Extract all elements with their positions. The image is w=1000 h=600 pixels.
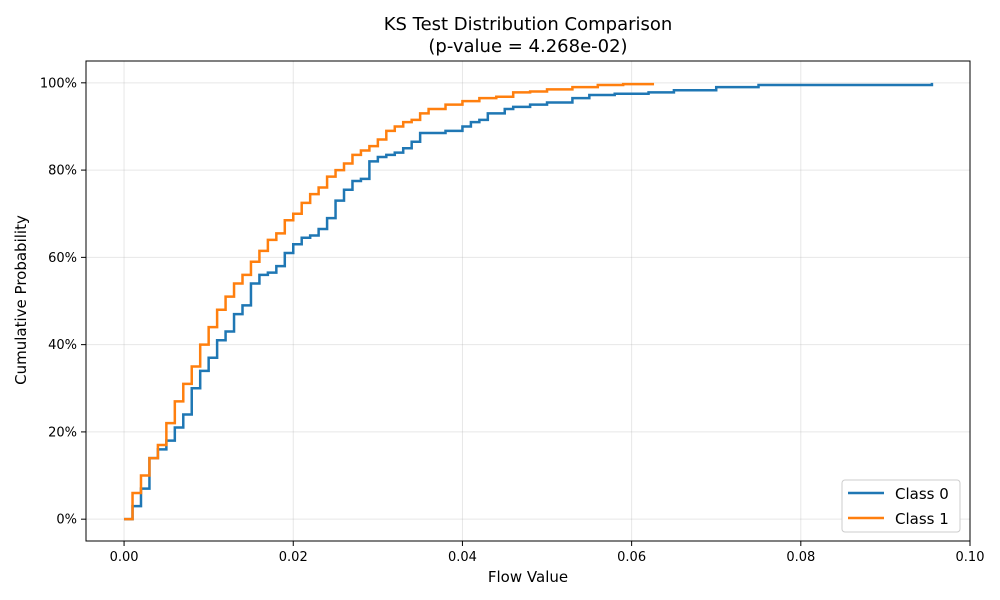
legend-label-class-0: Class 0 bbox=[895, 485, 949, 503]
x-tick-label: 0.02 bbox=[279, 550, 308, 565]
series-line-class-0 bbox=[124, 82, 934, 521]
series-layer bbox=[124, 82, 934, 521]
plot-frame bbox=[85, 60, 971, 542]
x-tick-label: 0.08 bbox=[786, 550, 815, 565]
y-tick-label: 60% bbox=[48, 251, 77, 266]
y-tick-label: 40% bbox=[48, 338, 77, 353]
y-tick-label: 20% bbox=[48, 425, 77, 440]
y-tick-label: 80% bbox=[48, 164, 77, 179]
legend: Class 0 Class 1 bbox=[841, 479, 961, 533]
series-line-class-1 bbox=[124, 82, 655, 521]
y-axis-label: Cumulative Probability bbox=[12, 215, 30, 385]
y-tick-label: 0% bbox=[56, 513, 77, 528]
x-tick-label: 0.06 bbox=[617, 550, 646, 565]
x-axis-label: Flow Value bbox=[488, 568, 568, 586]
x-tick-label: 0.04 bbox=[448, 550, 477, 565]
chart-subtitle: (p-value = 4.268e-02) bbox=[428, 36, 627, 57]
legend-label-class-1: Class 1 bbox=[895, 510, 949, 528]
grid bbox=[86, 61, 971, 541]
x-tick-label: 0.00 bbox=[110, 550, 139, 565]
chart-title: KS Test Distribution Comparison bbox=[384, 14, 673, 35]
x-axis: 0.00 0.02 0.04 0.06 0.08 0.10 bbox=[110, 541, 985, 565]
y-axis: 0% 20% 40% 60% 80% 100% bbox=[40, 76, 86, 528]
y-tick-label: 100% bbox=[40, 76, 77, 91]
x-tick-label: 0.10 bbox=[956, 550, 985, 565]
